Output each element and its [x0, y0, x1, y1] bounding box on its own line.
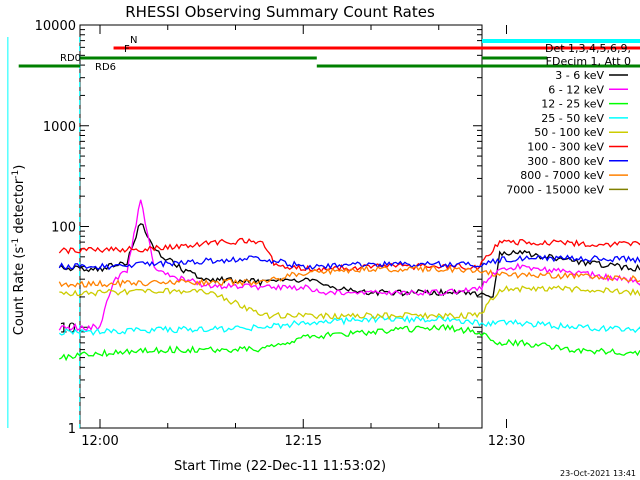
series-line: [59, 223, 640, 298]
series-line: [58, 314, 640, 337]
legend-label: 12 - 25 keV: [541, 98, 604, 111]
y-axis-label-exp2: -1: [11, 170, 21, 179]
legend-label: 6 - 12 keV: [548, 83, 604, 96]
series-0: [59, 223, 640, 298]
y-axis-label-main: Count Rate (s: [12, 247, 27, 336]
series-1: [58, 199, 640, 332]
data-layer: [58, 199, 640, 362]
x-tick-label: 12:00: [81, 434, 118, 449]
x-tick-label: 12:15: [285, 434, 322, 449]
legend-label: 300 - 800 keV: [527, 155, 604, 168]
series-3: [58, 314, 640, 337]
series-line: [58, 237, 640, 273]
y-axis-label-end: ): [12, 165, 27, 170]
legend-label: 3 - 6 keV: [555, 69, 604, 82]
series-line: [58, 264, 640, 289]
series-line: [58, 199, 640, 332]
state-label-f: F: [124, 44, 130, 55]
legend-label: 50 - 100 keV: [534, 126, 604, 139]
plot-frame: [79, 24, 483, 429]
series-7: [58, 264, 640, 289]
state-bars-layer: NF RD0 RD6: [18, 35, 640, 73]
legend-label: 7000 - 15000 keV: [506, 183, 604, 196]
series-6: [58, 254, 640, 271]
y-tick-label: 1: [68, 422, 76, 437]
series-4: [59, 285, 640, 321]
chart-title: RHESSI Observing Summary Count Rates: [125, 3, 435, 21]
series-2: [59, 323, 640, 362]
legend-label: 25 - 50 keV: [541, 112, 604, 125]
axes-layer: 11010010001000012:0012:1512:3012:4513:00…: [7, 19, 525, 449]
y-axis-label-mid: detector: [12, 178, 27, 238]
x-axis-label: Start Time (22-Dec-11 11:53:02): [174, 459, 386, 474]
y-tick-label: 1000: [43, 120, 76, 135]
y-tick-label: 10000: [35, 19, 76, 34]
y-tick-label: 100: [51, 221, 76, 236]
y-axis-label-exp1: -1: [11, 238, 21, 247]
series-line: [58, 254, 640, 271]
legend-header-1: Det 1,3,4,5,6,9,: [545, 42, 631, 55]
x-tick-label: 12:30: [488, 434, 525, 449]
state-label-rd0: RD0: [60, 53, 81, 64]
legend-header-2: FDecim 1, Att 0: [546, 55, 631, 68]
state-label-rd6: RD6: [95, 62, 116, 73]
y-axis-label: Count Rate (s-1 detector-1): [11, 165, 27, 336]
series-5: [58, 237, 640, 273]
legend-label: 800 - 7000 keV: [520, 169, 604, 182]
state-label-n: N: [130, 35, 137, 46]
series-line: [59, 285, 640, 321]
timestamp: 23-Oct-2021 13:41: [560, 469, 636, 478]
legend-label: 100 - 300 keV: [527, 141, 604, 154]
series-line: [59, 323, 640, 362]
